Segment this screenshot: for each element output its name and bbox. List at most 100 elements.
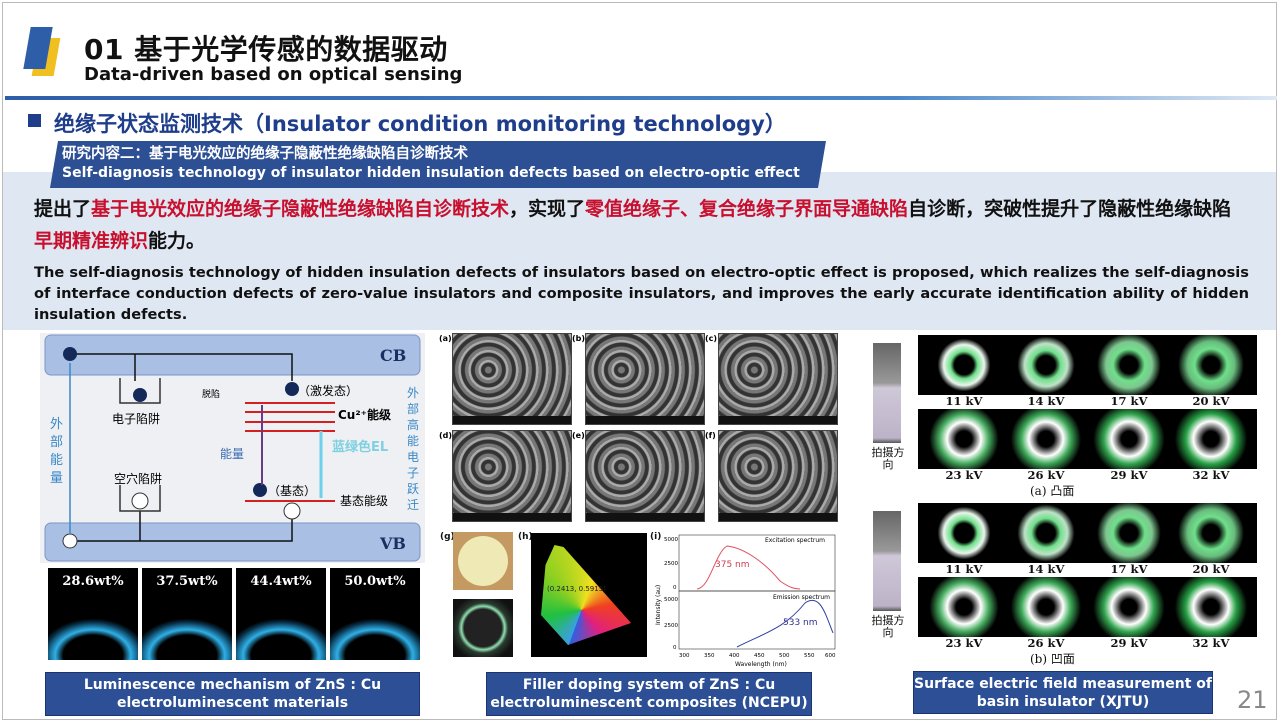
text: ，实现了 [509,198,586,220]
voltage-label: 26 kV [1027,468,1065,482]
detrap-label: 脱陷 [202,388,220,400]
voltage-label: 17 kV [1110,562,1148,576]
electron-trap-label: 电子陷阱 [112,411,160,426]
excited-label: （激发态） [298,383,358,398]
voltage-label: 11 kV [945,562,983,576]
svg-text:2500: 2500 [664,623,678,629]
caption-right: Surface electric field measurement of ba… [913,671,1213,714]
hole-trap-label: 空穴陷阱 [114,471,162,486]
insulator-model-icon [873,511,901,611]
field-image [918,503,1010,563]
peak1-label: 375 nm [715,560,750,570]
svg-text:跃: 跃 [407,482,419,496]
field-image [918,409,1010,469]
sem-image: (c) [705,333,838,425]
svg-text:0: 0 [673,645,677,651]
text: 能力。 [148,230,206,252]
voltage-label: 26 kV [1027,636,1065,650]
vb-label: VB [379,534,406,553]
svg-text:5000: 5000 [664,537,678,543]
insulator-model-icon [873,343,901,443]
sem-image: (d) [439,430,572,522]
field-image [1000,503,1092,563]
svg-text:2500: 2500 [664,561,678,567]
caption-left: Luminescence mechanism of ZnS : Cu elect… [45,672,420,716]
banner-en: Self-diagnosis technology of insulator h… [62,165,800,181]
svg-text:550: 550 [804,653,815,659]
cie-point-label: (0.2413, 0.5915) [547,585,606,593]
caption-middle: Filler doping system of ZnS : Cu electro… [486,672,812,716]
voltage-label: 29 kV [1110,636,1148,650]
svg-text:450: 450 [754,653,765,659]
ground-level-label: 基态能级 [340,494,388,508]
summary-cn: 提出了基于电光效应的绝缘子隐蔽性绝缘缺陷自诊断技术，实现了零值绝缘子、复合绝缘子… [34,193,1249,257]
svg-text:迁: 迁 [407,498,419,512]
svg-text:400: 400 [729,653,740,659]
sem-image: (a) [439,333,572,425]
svg-text:300: 300 [679,653,690,659]
label-h: (h) [518,532,533,542]
svg-text:5000: 5000 [664,597,678,603]
voltage-label: 23 kV [945,636,983,650]
field-image [1165,503,1257,563]
slide-subtitle: Data-driven based on optical sensing [84,64,463,85]
voltage-label: 20 kV [1192,562,1230,576]
page-number: 21 [1237,686,1268,714]
square-bullet-icon [28,114,41,127]
highlight: 基于电光效应的绝缘子隐蔽性绝缘缺陷自诊断技术 [91,198,510,220]
blue-green-el-label: 蓝绿色EL [332,439,388,455]
voltage-label: 17 kV [1110,394,1148,408]
convex-label: (a) 凸面 [1030,484,1075,498]
field-image [1083,503,1175,563]
svg-text:量: 量 [50,471,63,486]
text: 自诊断，突破性提升了隐蔽性绝缘缺陷 [908,198,1232,220]
el-ring-photo [453,599,513,657]
header-divider [5,96,1277,100]
highlight: 早期精准辨识 [34,230,149,252]
svg-text:能: 能 [50,453,63,468]
field-image [1083,577,1175,637]
label-g: (g) [440,532,455,542]
voltage-label: 14 kV [1027,394,1065,408]
excitation-legend: Excitation spectrum [765,537,825,544]
y-axis-label: Intensity (au) [655,585,662,625]
luminescence-photo: 44.4wt% [236,568,326,660]
summary-band [3,172,1276,330]
sem-image: (f) [705,430,838,522]
ground-label: （基态） [268,484,316,498]
shooting-direction-label: 拍摄方向 [871,614,905,639]
section-heading: 绝缘子状态监测技术（Insulator condition monitoring… [54,112,786,136]
shooting-direction-label: 拍摄方向 [871,446,905,471]
field-image [1165,335,1257,395]
field-image [1000,335,1092,395]
field-image [1165,577,1257,637]
emission-legend: Emission spectrum [773,594,830,601]
cie-diagram: (0.2413, 0.5915) [531,533,647,657]
svg-text:500: 500 [779,653,790,659]
svg-text:部: 部 [407,401,419,416]
svg-text:高: 高 [407,417,419,432]
field-image [1000,577,1092,637]
voltage-label: 20 kV [1192,394,1230,408]
svg-text:600: 600 [825,653,836,659]
voltage-label: 11 kV [945,394,983,408]
luminescence-photo: 50.0wt% [330,568,420,660]
field-image [918,335,1010,395]
label-i: (i) [650,532,662,542]
svg-text:子: 子 [407,466,419,480]
slide-title: 01 基于光学传感的数据驱动 [84,33,448,66]
field-image [1165,409,1257,469]
field-image [1000,409,1092,469]
voltage-label: 32 kV [1192,468,1230,482]
voltage-label: 29 kV [1110,468,1148,482]
x-axis-label: Wavelength (nm) [735,661,787,668]
spectrum-chart: Intensity (au) Excitation spectrum Emiss… [655,534,836,668]
summary-en: The self-diagnosis technology of hidden … [34,264,1249,323]
svg-text:外: 外 [407,386,419,400]
voltage-label: 32 kV [1192,636,1230,650]
cu-level-label: Cu²⁺能级 [338,407,391,422]
voltage-label: 14 kV [1027,562,1065,576]
